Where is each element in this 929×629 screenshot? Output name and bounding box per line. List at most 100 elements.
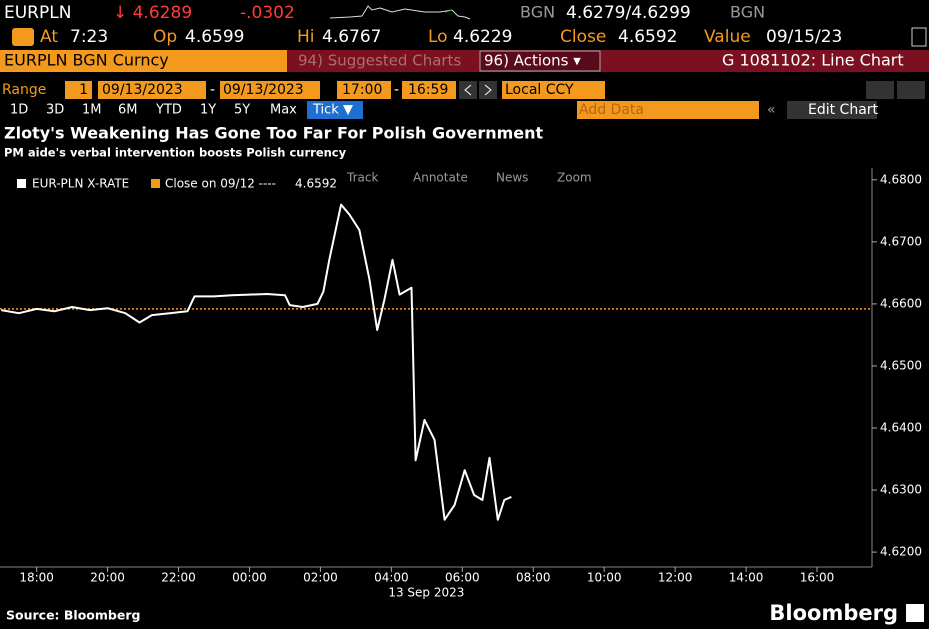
- x-tick-label: 18:00: [19, 571, 54, 585]
- collapse[interactable]: «: [767, 102, 776, 118]
- edit-chart-button[interactable]: [787, 101, 877, 119]
- sparkline: [329, 5, 471, 20]
- start-date[interactable]: 09/13/2023: [102, 82, 183, 98]
- undo-button[interactable]: [866, 81, 894, 99]
- stat-value: 09/15/23: [766, 27, 842, 47]
- x-tick-label: 06:00: [445, 571, 480, 585]
- menu-bar: [287, 50, 929, 72]
- chart-tool[interactable]: Track: [346, 171, 378, 185]
- stat-label: Lo: [428, 27, 448, 47]
- x-tick-label: 12:00: [658, 571, 693, 585]
- export-icon[interactable]: [911, 27, 927, 47]
- period-button[interactable]: 1M: [82, 103, 102, 118]
- start-time[interactable]: 17:00: [342, 82, 382, 98]
- chart-tool[interactable]: Annotate: [413, 171, 468, 185]
- last-price: ↓ 4.6289: [113, 3, 192, 23]
- x-tick-label: 16:00: [800, 571, 835, 585]
- x-tick-label: 20:00: [90, 571, 125, 585]
- next-button[interactable]: [479, 81, 497, 99]
- legend-entry: EUR-PLN X-RATE: [32, 177, 129, 191]
- end-date-box[interactable]: [220, 81, 320, 99]
- period-button[interactable]: 5Y: [234, 103, 250, 118]
- x-tick-label: 00:00: [232, 571, 267, 585]
- x-tick-label: 14:00: [729, 571, 764, 585]
- brand-icon: [906, 604, 924, 622]
- chart-subtitle: PM aide's verbal intervention boosts Pol…: [4, 146, 347, 160]
- period-button[interactable]: 3D: [46, 103, 64, 118]
- start-date-box[interactable]: [98, 81, 206, 99]
- time-dash: -: [394, 82, 399, 98]
- end-time-box[interactable]: [402, 81, 456, 99]
- y-tick-label: 4.6200: [880, 545, 922, 559]
- currency-box[interactable]: [502, 81, 605, 99]
- y-tick-label: 4.6800: [880, 172, 922, 186]
- x-date-label: 13 Sep 2023: [388, 586, 464, 600]
- legend-entry: Close on 09/12 ----: [165, 177, 276, 191]
- ticker: EURPLN: [4, 3, 71, 23]
- date-dash: -: [210, 82, 215, 98]
- gauge-icon: [12, 28, 34, 46]
- period-button[interactable]: 1D: [10, 103, 28, 118]
- security-box[interactable]: [0, 50, 287, 72]
- brand: Bloomberg: [769, 601, 898, 625]
- start-time-box[interactable]: [337, 81, 391, 99]
- stat-label: Close: [560, 27, 606, 47]
- x-tick-label: 04:00: [374, 571, 409, 585]
- chart-title: Zloty's Weakening Has Gone Too Far For P…: [4, 124, 544, 143]
- y-tick-label: 4.6300: [880, 483, 922, 497]
- stat-value: 7:23: [70, 27, 108, 47]
- end-date[interactable]: 09/13/2023: [223, 82, 304, 98]
- stat-label: Op: [153, 27, 177, 47]
- period-button[interactable]: 1Y: [200, 103, 216, 118]
- add-data[interactable]: Add Data: [579, 102, 644, 118]
- prev-button[interactable]: [459, 81, 477, 99]
- actions[interactable]: 96) Actions ▾: [484, 52, 581, 70]
- end-time[interactable]: 16:59: [408, 82, 448, 98]
- plot: 4.6200 4.6300 4.6400 4.6500 4.6600 4.6700 4.68…: [0, 168, 922, 600]
- bid-ask: 4.6279/4.6299: [566, 3, 691, 23]
- source: Source: Bloomberg: [6, 608, 140, 623]
- legend-swatch: [17, 179, 26, 188]
- arrows: [464, 84, 492, 96]
- actions-button[interactable]: [479, 50, 601, 72]
- stats-row: At 7:23 Op 4.6599 Hi 4.6767 Lo 4.6229 Close 4.659…: [40, 27, 842, 47]
- chart-tool[interactable]: Zoom: [557, 171, 592, 185]
- bid-currency: BGN: [520, 3, 555, 22]
- range-count[interactable]: 1: [79, 82, 88, 98]
- sparkline-marker: [444, 9, 453, 13]
- period-button[interactable]: YTD: [155, 103, 182, 118]
- period-button[interactable]: Max: [270, 103, 297, 118]
- range-label: Range: [2, 82, 46, 98]
- stat-label: At: [40, 27, 58, 47]
- add-data-box[interactable]: [577, 101, 759, 119]
- active-period-box[interactable]: [307, 101, 363, 119]
- net-change: -.0302: [240, 3, 295, 23]
- period-button[interactable]: 6M: [118, 103, 138, 118]
- security: EURPLN BGN Curncy: [4, 51, 169, 70]
- stat-label: Hi: [297, 27, 315, 47]
- plot-area: [0, 168, 872, 567]
- legend-value: 4.6592: [295, 177, 337, 191]
- redo-button[interactable]: [897, 81, 925, 99]
- edit-chart[interactable]: Edit Chart: [808, 102, 879, 118]
- series-line: [1, 203, 512, 521]
- stat-value: 4.6229: [453, 27, 512, 47]
- currency[interactable]: Local CCY: [505, 82, 574, 98]
- chart-tool[interactable]: News: [496, 171, 528, 185]
- x-tick-label: 10:00: [587, 571, 622, 585]
- y-tick-label: 4.6500: [880, 358, 922, 372]
- function-title: G 1081102: Line Chart: [722, 51, 904, 70]
- stat-value: 4.6767: [322, 27, 381, 47]
- y-tick-label: 4.6700: [880, 234, 922, 248]
- active-period[interactable]: Tick ▼: [312, 103, 353, 118]
- suggested-charts[interactable]: 94) Suggested Charts: [298, 52, 461, 70]
- stat-value: 4.6599: [185, 27, 244, 47]
- x-tick-label: 22:00: [161, 571, 196, 585]
- stat-value: 4.6592: [618, 27, 677, 47]
- range-count-box[interactable]: [65, 81, 92, 99]
- x-tick-label: 02:00: [303, 571, 338, 585]
- stat-label: Value: [704, 27, 751, 47]
- legend-swatch: [151, 179, 160, 188]
